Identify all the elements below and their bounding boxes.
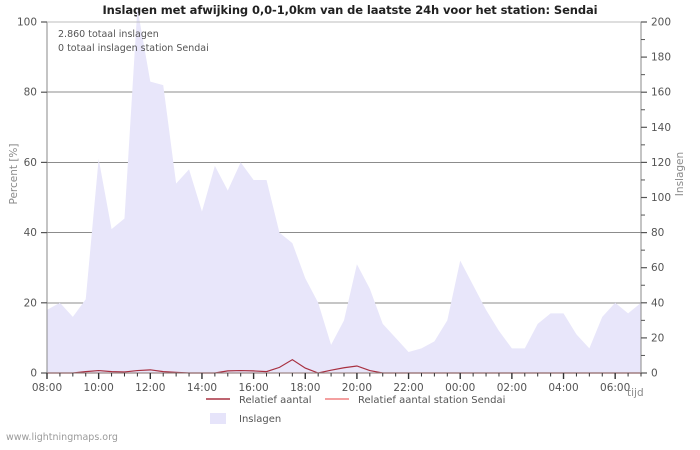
x-axis-title: tijd	[627, 387, 644, 399]
svg-text:100: 100	[17, 17, 37, 29]
y-axis-right-title: Inslagen	[674, 151, 686, 197]
svg-text:20: 20	[651, 332, 664, 344]
svg-text:02:00: 02:00	[497, 382, 527, 394]
y-axis-left-title: Percent [%]	[8, 143, 20, 205]
svg-text:10:00: 10:00	[84, 382, 114, 394]
svg-text:14:00: 14:00	[187, 382, 217, 394]
svg-text:04:00: 04:00	[548, 382, 578, 394]
footer-url: www.lightningmaps.org	[6, 432, 118, 443]
svg-text:180: 180	[651, 52, 671, 64]
svg-text:22:00: 22:00	[393, 382, 423, 394]
svg-text:0: 0	[30, 368, 37, 380]
svg-text:140: 140	[651, 122, 671, 134]
legend-label-inslagen[interactable]: Inslagen	[239, 414, 281, 425]
legend-label-relatief-aantal[interactable]: Relatief aantal	[239, 395, 312, 406]
svg-text:60: 60	[651, 262, 664, 274]
annotation-station-strokes: 0 totaal inslagen station Sendai	[58, 43, 209, 54]
svg-text:12:00: 12:00	[135, 382, 165, 394]
svg-text:40: 40	[24, 227, 37, 239]
svg-text:80: 80	[24, 87, 37, 99]
area-path-inslagen	[47, 7, 641, 374]
svg-text:16:00: 16:00	[238, 382, 268, 394]
y-axis-right-ticks: 0 20 40 60 80 100 120 140 160 180 200	[641, 17, 671, 380]
svg-text:0: 0	[651, 368, 658, 380]
annotation-total-strokes: 2.860 totaal inslagen	[58, 29, 159, 40]
y-axis-left-ticks: 0 20 40 60 80 100	[17, 17, 47, 380]
svg-text:08:00: 08:00	[32, 382, 62, 394]
page-title: Inslagen met afwijking 0,0-1,0km van de …	[102, 3, 598, 17]
legend-swatch-inslagen	[210, 413, 226, 424]
svg-text:00:00: 00:00	[445, 382, 475, 394]
svg-text:40: 40	[651, 297, 664, 309]
svg-text:60: 60	[24, 157, 37, 169]
svg-text:200: 200	[651, 17, 671, 29]
svg-text:80: 80	[651, 227, 664, 239]
svg-text:18:00: 18:00	[290, 382, 320, 394]
x-axis-ticks: 08:00 10:00 12:00 14:00 16:00 18:00 20:00 22:00…	[32, 373, 642, 394]
svg-text:100: 100	[651, 192, 671, 204]
svg-text:120: 120	[651, 157, 671, 169]
legend: Relatief aantal Relatief aantal station …	[206, 395, 505, 425]
legend-label-relatief-aantal-station[interactable]: Relatief aantal station Sendai	[358, 395, 505, 406]
svg-text:160: 160	[651, 87, 671, 99]
series-inslagen-area	[47, 7, 641, 374]
svg-text:06:00: 06:00	[600, 382, 630, 394]
svg-text:20:00: 20:00	[342, 382, 372, 394]
svg-text:20: 20	[24, 297, 37, 309]
